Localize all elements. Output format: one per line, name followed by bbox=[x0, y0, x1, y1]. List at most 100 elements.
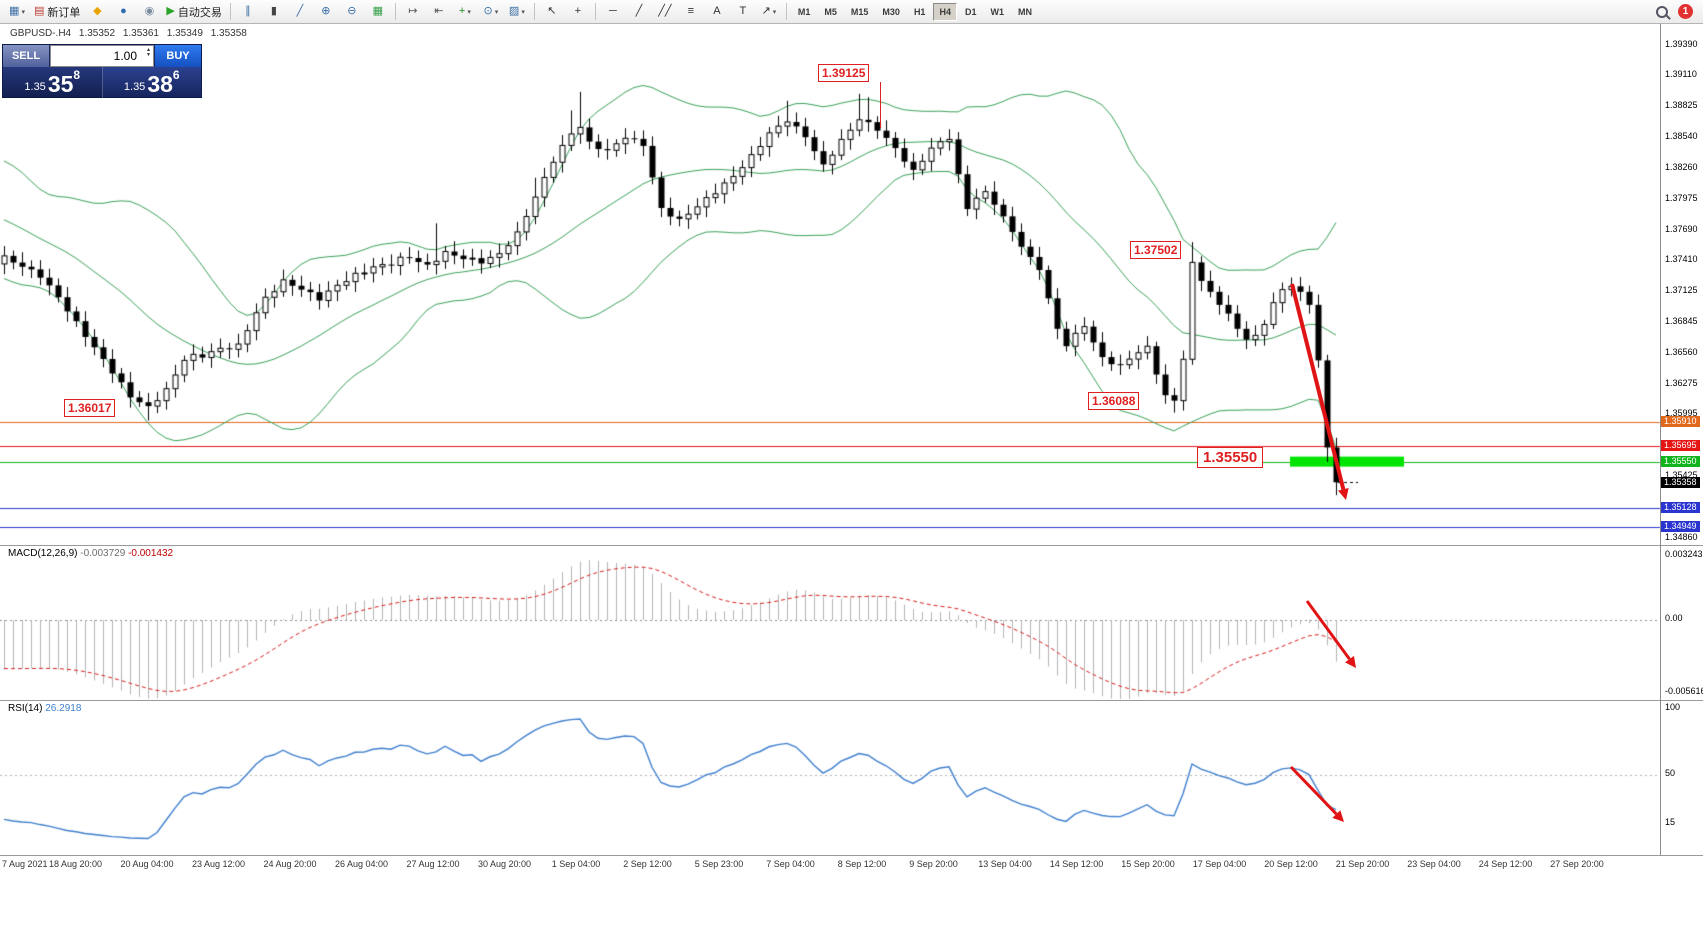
indicators-list-icon: + bbox=[458, 5, 466, 17]
timeframe-button-w1[interactable]: W1 bbox=[990, 6, 1004, 17]
community-icon: ● bbox=[120, 5, 127, 17]
candlestick-mode-button[interactable]: ▮ bbox=[262, 2, 286, 22]
toolbar-buttons-group: ▦ ▾ ▤ 新订单 ◆ ● ◉ ▶ 自动交易 ∥ ▮ ╱ ⊕ ⊖ ▦ ↦ ⇤ + ▾ ⊙ ▾ ▨ ▾ ↖ + ─ ╱ ╱╱ ≡ A T ↗ ▾ bbox=[4, 2, 791, 22]
buy-price-prefix: 1.35 bbox=[123, 81, 146, 93]
crosshair-tool-button[interactable]: + bbox=[566, 2, 590, 22]
bar-chart-mode-button[interactable]: ∥ bbox=[236, 2, 260, 22]
price-level-badge: 1.35550 bbox=[1661, 455, 1700, 467]
price-axis-label: 1.36845 bbox=[1665, 315, 1698, 326]
timeframe-button-m5[interactable]: M5 bbox=[824, 6, 837, 17]
buy-button[interactable]: BUY bbox=[154, 45, 201, 67]
macd-main-value: -0.003729 bbox=[80, 548, 126, 559]
price-callout-label[interactable]: 1.39125 bbox=[818, 64, 870, 82]
volume-increase-button[interactable]: ▲ bbox=[146, 47, 151, 53]
quote-high: 1.35361 bbox=[122, 28, 159, 39]
channel-tool-icon: ╱╱ bbox=[658, 5, 672, 17]
auto-trading-label: 自动交易 bbox=[177, 6, 222, 19]
cursor-tool-icon: ↖ bbox=[547, 5, 557, 17]
time-axis-label: 30 Aug 20:00 bbox=[477, 859, 532, 869]
rsi-value: 26.2918 bbox=[45, 703, 82, 714]
caret-down-icon: ▾ bbox=[772, 8, 777, 16]
timeframe-button-m30[interactable]: M30 bbox=[882, 6, 900, 17]
auto-trading-button[interactable]: ▶ 自动交易 bbox=[163, 2, 224, 22]
auto-scroll-button[interactable]: ↦ bbox=[401, 2, 425, 22]
caret-down-icon: ▾ bbox=[467, 8, 471, 16]
volume-decrease-button[interactable]: ▼ bbox=[146, 52, 151, 58]
price-level-badge: 1.35910 bbox=[1661, 416, 1700, 428]
volume-input[interactable]: 1.00 ▲ ▼ bbox=[50, 45, 154, 67]
new-chart-button[interactable]: ▦ ▾ bbox=[5, 2, 29, 22]
price-axis-border bbox=[1660, 24, 1661, 855]
timeframe-button-h1[interactable]: H1 bbox=[913, 6, 926, 17]
time-axis-label: 21 Sep 20:00 bbox=[1335, 859, 1390, 869]
price-callout-label[interactable]: 1.35550 bbox=[1197, 447, 1264, 468]
sell-button[interactable]: SELL bbox=[3, 45, 50, 67]
zoom-out-icon: ⊖ bbox=[347, 5, 357, 17]
timeframe-button-d1[interactable]: D1 bbox=[964, 6, 977, 17]
time-axis-label: 8 Sep 12:00 bbox=[837, 859, 887, 869]
macd-indicator-label: MACD(12,26,9) -0.003729 -0.001432 bbox=[8, 548, 173, 559]
fibonacci-tool-icon: ≡ bbox=[687, 5, 695, 17]
quote-open: 1.35352 bbox=[78, 28, 116, 39]
timeframe-button-mn[interactable]: MN bbox=[1017, 6, 1032, 17]
chart-shift-button[interactable]: ⇤ bbox=[427, 2, 451, 22]
timeframe-button-h4[interactable]: H4 bbox=[933, 2, 957, 21]
fibonacci-tool-button[interactable]: ≡ bbox=[679, 2, 703, 22]
macd-signal-value: -0.001432 bbox=[128, 548, 174, 559]
caret-down-icon: ▾ bbox=[21, 8, 25, 16]
notification-badge[interactable]: 1 bbox=[1678, 4, 1693, 19]
periods-icon: ⊙ bbox=[483, 5, 493, 17]
price-axis-label: 1.37410 bbox=[1665, 254, 1698, 265]
toolbar-right-group: 1 bbox=[1656, 4, 1699, 19]
price-callout-label[interactable]: 1.37502 bbox=[1130, 241, 1182, 259]
timeframe-button-m1[interactable]: M1 bbox=[797, 6, 811, 17]
toolbar: ▦ ▾ ▤ 新订单 ◆ ● ◉ ▶ 自动交易 ∥ ▮ ╱ ⊕ ⊖ ▦ ↦ ⇤ + ▾ ⊙ ▾ ▨ ▾ ↖ + ─ ╱ ╱╱ ≡ A T ↗ ▾ … bbox=[0, 0, 1703, 24]
community-button[interactable]: ● bbox=[111, 2, 135, 22]
panel-separator-macd[interactable] bbox=[0, 545, 1703, 546]
horizontal-line-tool-button[interactable]: ─ bbox=[601, 2, 625, 22]
arrows-tool-button[interactable]: ↗ ▾ bbox=[757, 2, 781, 22]
search-icon[interactable] bbox=[1656, 5, 1668, 18]
buy-price-display[interactable]: 1.35 38 6 bbox=[103, 67, 202, 98]
cursor-tool-button[interactable]: ↖ bbox=[540, 2, 564, 22]
price-axis-label: 1.35425 bbox=[1665, 470, 1698, 481]
symbol-quote-line: GBPUSD-.H4 1.35352 1.35361 1.35349 1.353… bbox=[10, 28, 252, 39]
price-callout-label[interactable]: 1.36088 bbox=[1088, 392, 1140, 410]
time-axis-label: 24 Aug 20:00 bbox=[263, 859, 317, 869]
horizontal-line-tool-icon: ─ bbox=[608, 5, 617, 17]
trendline-tool-button[interactable]: ╱ bbox=[627, 2, 651, 22]
text-tool-button[interactable]: A bbox=[705, 2, 729, 22]
toolbar-separator bbox=[594, 3, 596, 20]
timeframe-button-m15[interactable]: M15 bbox=[850, 6, 869, 17]
price-callout-label[interactable]: 1.36017 bbox=[64, 399, 116, 417]
price-axis-label: 1.35995 bbox=[1665, 408, 1698, 419]
time-axis-label: 15 Sep 20:00 bbox=[1121, 859, 1175, 869]
symbol-name: GBPUSD-.H4 bbox=[10, 28, 72, 39]
rsi-indicator-label: RSI(14) 26.2918 bbox=[8, 703, 81, 714]
indicators-list-button[interactable]: + ▾ bbox=[453, 2, 477, 22]
templates-button[interactable]: ▨ ▾ bbox=[505, 2, 529, 22]
rsi-axis-100: 100 bbox=[1665, 702, 1681, 712]
new-order-button[interactable]: ▤ 新订单 bbox=[31, 2, 83, 22]
panel-separator-rsi[interactable] bbox=[0, 700, 1703, 701]
sell-price-big: 35 bbox=[47, 71, 74, 97]
market-button[interactable]: ◆ bbox=[85, 2, 109, 22]
info-button[interactable]: ◉ bbox=[137, 2, 161, 22]
line-chart-mode-button[interactable]: ╱ bbox=[288, 2, 312, 22]
rsi-axis-15: 15 bbox=[1665, 817, 1676, 827]
price-axis-label: 1.37125 bbox=[1665, 285, 1698, 296]
zoom-in-button[interactable]: ⊕ bbox=[314, 2, 338, 22]
macd-axis-min: -0.005616 bbox=[1665, 686, 1703, 696]
channel-tool-button[interactable]: ╱╱ bbox=[653, 2, 677, 22]
toolbar-separator bbox=[533, 3, 535, 20]
label-tool-button[interactable]: T bbox=[731, 2, 755, 22]
caret-down-icon: ▾ bbox=[521, 8, 525, 16]
sell-price-prefix: 1.35 bbox=[24, 81, 46, 93]
periods-button[interactable]: ⊙ ▾ bbox=[479, 2, 503, 22]
sell-price-display[interactable]: 1.35 35 8 bbox=[3, 67, 103, 98]
arrows-tool-icon: ↗ bbox=[761, 5, 771, 17]
time-axis-label: 1 Sep 04:00 bbox=[551, 859, 601, 869]
tile-windows-button[interactable]: ▦ bbox=[366, 2, 390, 22]
zoom-out-button[interactable]: ⊖ bbox=[340, 2, 364, 22]
